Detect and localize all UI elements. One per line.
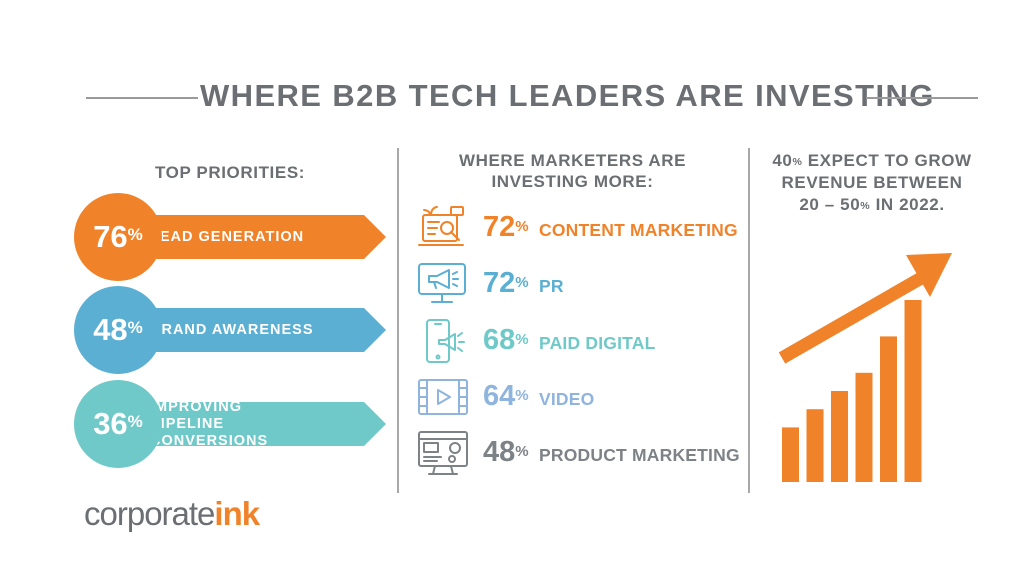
page-title: WHERE B2B TECH LEADERS ARE INVESTING [200,78,935,113]
priorities-heading: TOP PRIORITIES: [154,163,306,182]
investing-value: 64% [483,380,529,412]
priority-unit: % [127,225,143,244]
growth-bar [782,427,799,482]
priority-value: 48 [93,312,128,347]
investing-item: 72% PR [417,261,737,307]
priority-label: IMPROVING PIPELINE CONVERSIONS [150,398,269,449]
growth-bar [855,372,873,482]
investing-item: 68% PAID DIGITAL [417,318,737,364]
growth-bar [806,409,824,482]
investing-item: 48% PRODUCT MARKETING [417,430,740,476]
priority-value: 36 [93,406,128,441]
priority-value-circle: 48% [74,286,162,374]
investing-label: PAID DIGITAL [539,333,656,353]
banner-arrow-shape [114,215,386,259]
investing-label: VIDEO [539,389,595,409]
pr-megaphone-icon [418,263,466,303]
growth-arrow-shaft [778,267,934,364]
column-divider-1 [397,148,399,493]
growth-bar [904,300,922,482]
product-marketing-icon [418,431,468,475]
priority-item: BRAND AWARENESS 48% [74,286,386,374]
banner-arrow-shape [114,402,386,446]
investing-label: CONTENT MARKETING [539,220,738,240]
investing-value: 72% [483,267,529,299]
investing-value: 72% [483,211,529,243]
paid-digital-phone-icon [426,319,465,363]
growth-line-2: REVENUE BETWEEN [781,173,963,192]
title-rule-right [866,97,978,99]
growth-bar-chart [778,253,952,482]
growth-bar [880,336,897,482]
column-divider-2 [748,148,750,493]
priority-unit: % [127,318,143,337]
priority-label: BRAND AWARENESS [150,321,314,338]
corporate-ink-logo: corporateink [84,495,260,532]
priority-banner: LEAD GENERATION [114,215,386,259]
investing-item: 64% VIDEO [417,374,737,420]
content-marketing-icon [418,206,464,246]
priority-value-circle: 36% [74,380,162,468]
priority-unit: % [127,412,143,431]
priority-label: LEAD GENERATION [150,228,305,245]
priority-banner: IMPROVING PIPELINE CONVERSIONS [114,398,386,449]
title-rule-left [86,97,198,99]
investing-label: PR [539,276,564,296]
title-row: WHERE B2B TECH LEADERS ARE INVESTING [0,76,1020,116]
investing-heading: WHERE MARKETERS ARE INVESTING MORE: [458,151,687,191]
investing-value: 68% [483,324,529,356]
priority-value-circle: 76% [74,193,162,281]
growth-line-3: 20 – 50% IN 2022. [799,195,945,214]
investing-value: 48% [483,436,529,468]
investing-item: 72% CONTENT MARKETING [417,205,738,251]
growth-arrow-head [906,253,952,297]
priority-value: 76 [93,219,128,254]
priority-item: IMPROVING PIPELINE CONVERSIONS 36% [74,380,386,468]
banner-arrow-shape [114,308,386,352]
growth-heading: 40% EXPECT TO GROW REVENUE BETWEEN 20 – … [756,150,988,216]
investing-label: PRODUCT MARKETING [539,445,740,465]
growth-line-1: 40% EXPECT TO GROW [772,151,972,170]
priority-banner: BRAND AWARENESS [114,308,386,352]
growth-bar [831,391,848,482]
priority-item: LEAD GENERATION 76% [74,193,386,281]
video-play-icon [418,379,468,415]
